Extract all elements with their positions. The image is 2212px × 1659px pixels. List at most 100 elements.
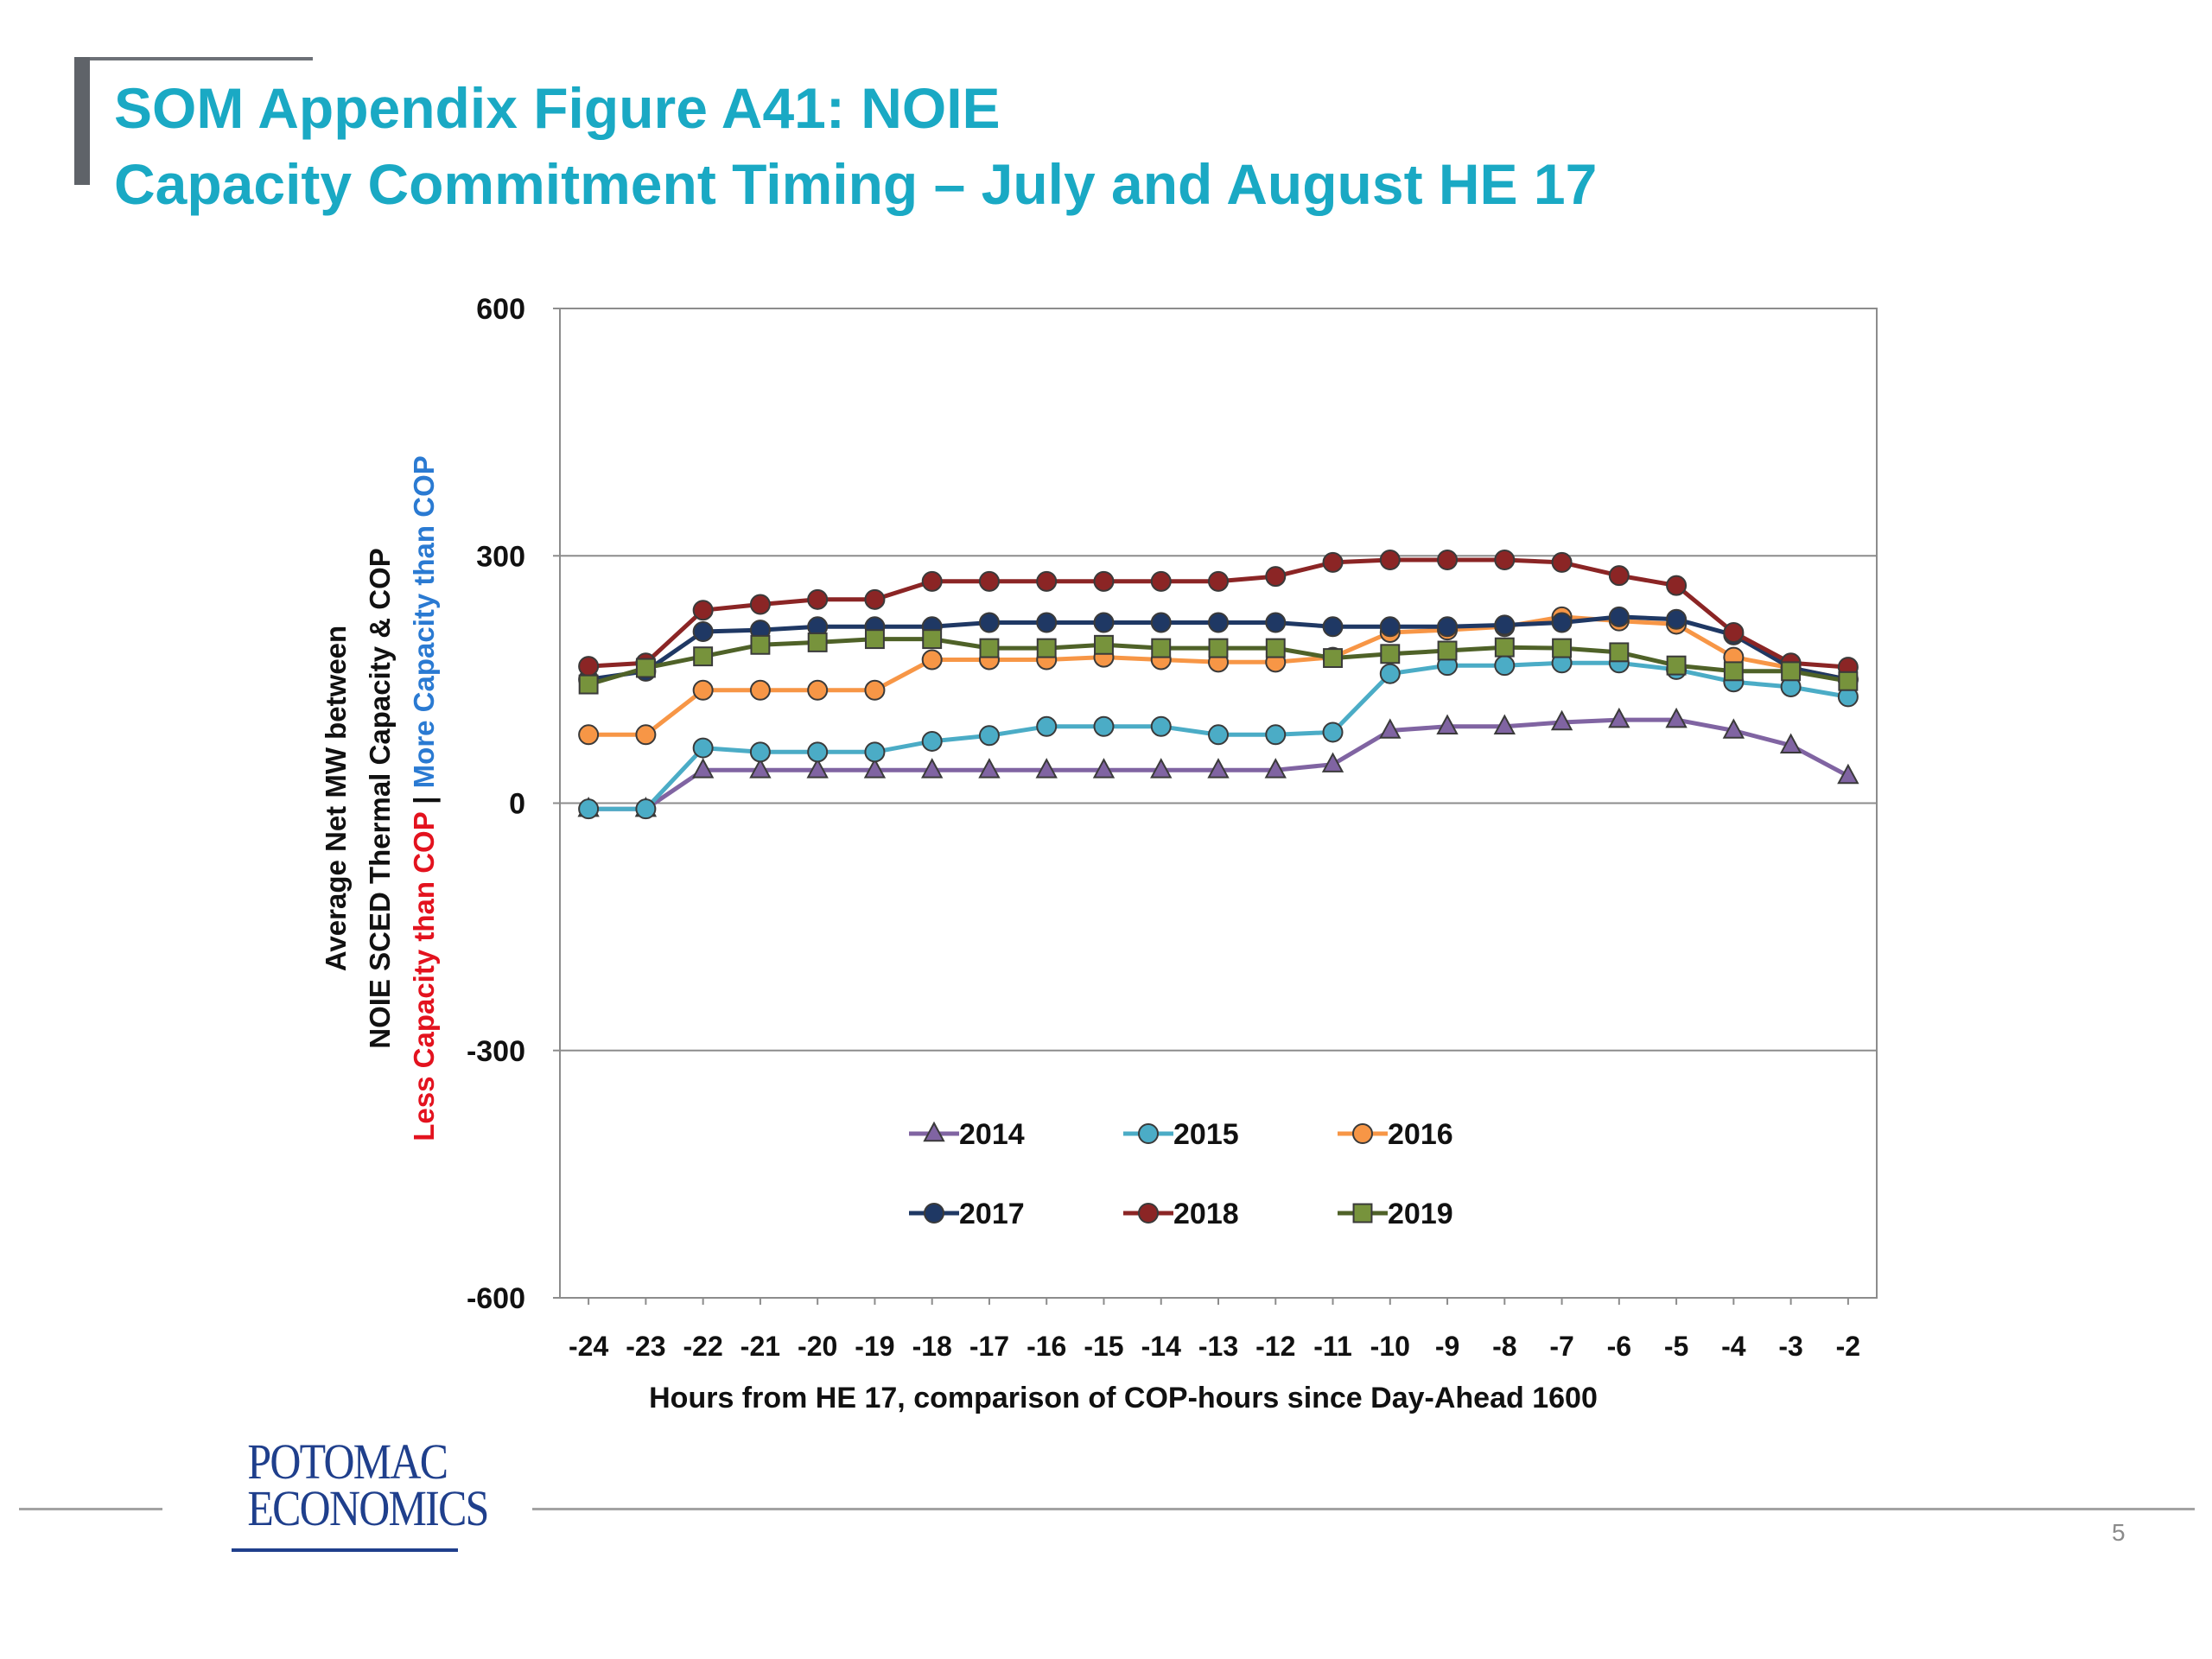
legend-label-2015: 2015 [1173, 1118, 1239, 1151]
x-tick-label: -12 [1255, 1331, 1295, 1362]
data-point-2015 [1265, 724, 1287, 746]
logo-line-2: ECONOMICS [247, 1480, 489, 1536]
x-tick-label: -16 [1027, 1331, 1066, 1362]
data-point-2018 [1608, 565, 1630, 587]
x-tick-label: -17 [969, 1331, 1009, 1362]
data-point-2017 [692, 621, 714, 643]
x-tick-label: -6 [1607, 1331, 1631, 1362]
data-point-2019 [578, 674, 599, 695]
data-point-2014 [1321, 752, 1344, 772]
data-point-2019 [1151, 638, 1172, 658]
y-axis-title-line-2: NOIE SCED Thermal Capacity & COP [364, 548, 396, 1048]
data-point-2015 [1036, 715, 1058, 737]
data-point-2014 [1092, 758, 1116, 779]
data-point-2015 [578, 798, 600, 820]
data-point-2019 [1323, 648, 1343, 669]
data-point-2014 [1207, 758, 1230, 779]
x-axis-title: Hours from HE 17, comparison of COP-hour… [649, 1382, 1598, 1414]
data-point-2016 [692, 679, 714, 701]
x-tick-label: -14 [1141, 1331, 1181, 1362]
data-point-2018 [864, 588, 886, 610]
data-point-2018 [1666, 575, 1688, 596]
x-tick-label: -8 [1492, 1331, 1516, 1362]
data-point-2014 [978, 758, 1001, 779]
title-accent-line [90, 57, 313, 60]
data-point-2015 [978, 725, 1000, 747]
data-point-2019 [1437, 640, 1458, 661]
data-point-2017 [1265, 612, 1287, 633]
data-point-2019 [1265, 638, 1286, 658]
data-point-2019 [693, 646, 714, 667]
data-point-2019 [635, 658, 656, 678]
data-point-2015 [807, 741, 829, 763]
data-point-2018 [692, 600, 714, 621]
data-point-2017 [1036, 612, 1058, 633]
y-label-separator: | [408, 788, 440, 812]
data-point-2016 [578, 724, 600, 746]
data-point-2019 [1723, 661, 1744, 682]
x-tick-label: -24 [569, 1331, 608, 1362]
data-point-2018 [1723, 621, 1745, 643]
data-point-2014 [1264, 758, 1287, 779]
data-point-2014 [1779, 733, 1802, 753]
data-point-2014 [691, 758, 715, 779]
data-point-2018 [578, 656, 600, 677]
y-tick-label: 300 [476, 540, 525, 573]
data-point-2014 [1379, 718, 1402, 739]
data-point-2014 [863, 758, 887, 779]
data-point-2018 [1036, 570, 1058, 592]
data-point-2015 [1093, 715, 1115, 737]
data-point-2019 [1380, 644, 1401, 664]
data-point-2019 [807, 632, 828, 652]
footer-rule-left [19, 1508, 162, 1510]
x-tick-label: -21 [741, 1331, 780, 1362]
data-point-2017 [1494, 614, 1516, 636]
data-point-2016 [749, 679, 771, 701]
x-tick-label: -19 [855, 1331, 894, 1362]
data-point-2016 [635, 724, 657, 746]
data-point-2019 [922, 629, 943, 650]
data-point-2019 [1666, 655, 1687, 676]
data-point-2019 [750, 634, 771, 655]
data-point-2017 [1150, 612, 1172, 633]
legend-marker-2017 [924, 1203, 944, 1224]
data-point-2015 [921, 730, 943, 752]
data-point-2017 [1093, 612, 1115, 633]
data-point-2018 [1208, 570, 1229, 592]
data-point-2019 [1781, 661, 1802, 682]
data-point-2017 [1666, 608, 1688, 630]
less-capacity-label: Less Capacity than COP [408, 812, 440, 1141]
x-tick-label: -10 [1370, 1331, 1410, 1362]
legend-marker-2016 [1352, 1123, 1373, 1144]
legend-label-2016: 2016 [1388, 1118, 1453, 1151]
data-point-2019 [1838, 671, 1859, 691]
x-tick-label: -11 [1313, 1331, 1351, 1362]
logo-line-1: POTOMAC [247, 1433, 448, 1490]
data-point-2014 [1837, 763, 1859, 785]
data-point-2017 [978, 612, 1000, 633]
x-tick-label: -22 [683, 1331, 723, 1362]
data-point-2016 [921, 649, 943, 671]
data-point-2015 [635, 798, 657, 820]
data-point-2015 [749, 741, 771, 763]
legend-label-2017: 2017 [959, 1198, 1025, 1230]
data-point-2014 [1436, 714, 1459, 735]
data-point-2018 [1322, 551, 1344, 573]
legend-label-2019: 2019 [1388, 1198, 1453, 1230]
x-tick-label: -23 [626, 1331, 665, 1362]
data-point-2016 [807, 679, 829, 701]
title-accent-bar [74, 57, 90, 185]
data-point-2017 [1322, 616, 1344, 638]
data-point-2019 [1609, 642, 1630, 663]
data-point-2018 [1150, 570, 1172, 592]
y-axis-title-line-1: Average Net MW between [320, 626, 352, 971]
data-point-2019 [1494, 637, 1515, 658]
data-point-2014 [1665, 707, 1688, 728]
data-point-2014 [1035, 758, 1058, 779]
data-point-2017 [1208, 612, 1229, 633]
data-point-2014 [1493, 714, 1516, 735]
data-point-2015 [1208, 724, 1229, 746]
data-point-2018 [1494, 550, 1516, 571]
